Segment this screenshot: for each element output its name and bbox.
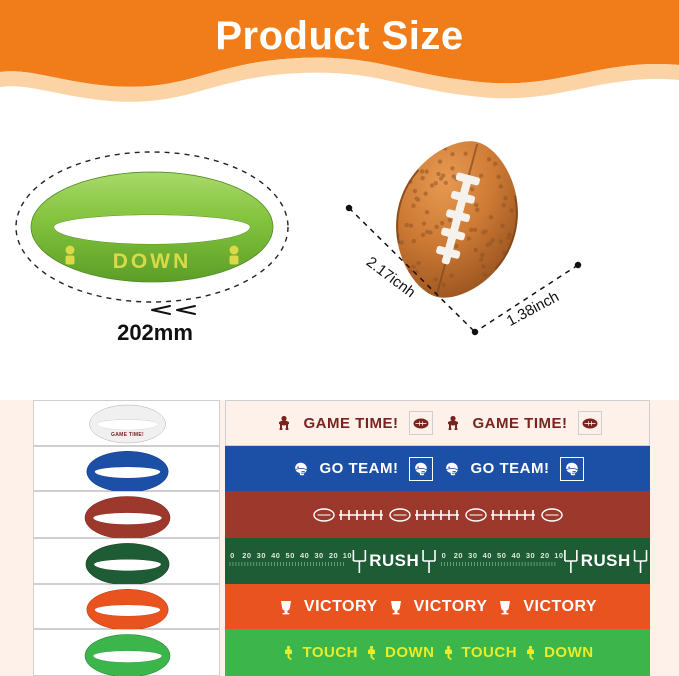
svg-text:GAME TIME!: GAME TIME! (111, 432, 144, 438)
svg-text:VICTORY: VICTORY (116, 619, 139, 624)
svg-text:RUSH: RUSH (120, 573, 136, 579)
svg-text:DOWN: DOWN (113, 250, 192, 273)
svg-text:202mm: 202mm (117, 320, 193, 345)
svg-text:DOWN: DOWN (120, 665, 135, 670)
svg-text:GO TEAM!: GO TEAM! (113, 481, 142, 487)
